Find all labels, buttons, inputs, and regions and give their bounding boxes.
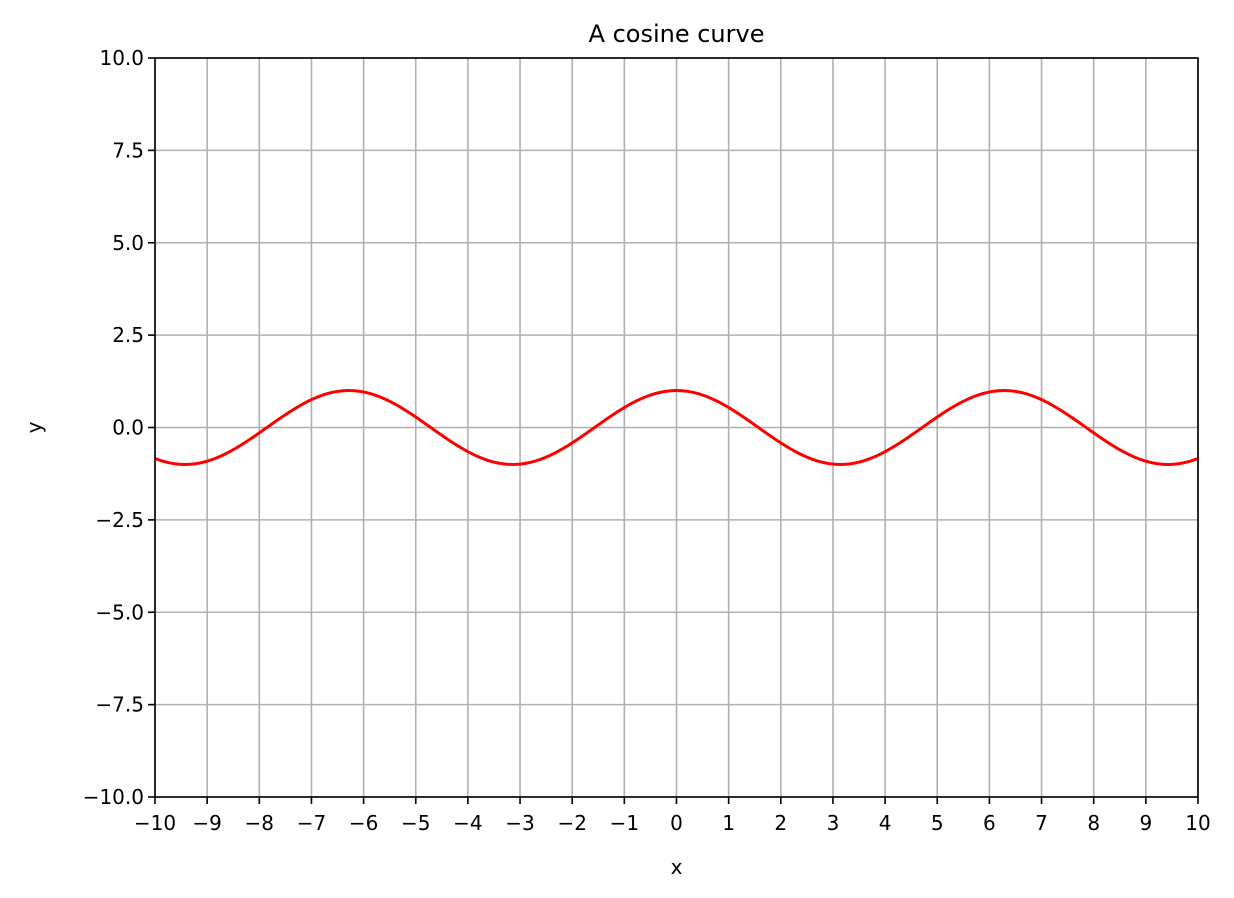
x-tick-label: 5: [931, 811, 944, 835]
x-tick-label: −7: [297, 811, 326, 835]
x-tick-label: 7: [1035, 811, 1048, 835]
x-tick-label: 10: [1185, 811, 1210, 835]
curve-layer: [154, 389, 1199, 466]
x-tick-label: −9: [192, 811, 221, 835]
y-tick-label: −5.0: [95, 600, 144, 624]
y-axis-label: y: [22, 421, 46, 433]
y-tick-label: −2.5: [95, 508, 144, 532]
y-tick-label: 2.5: [112, 323, 144, 347]
ticks: −10 −9 −8 −7 −6 −5 −4 −3 −2 −1 0 1 2 3 4 5 6 7 8 9 10−10.0−7…: [83, 46, 1211, 835]
x-tick-label: 6: [983, 811, 996, 835]
y-tick-label: 10.0: [99, 46, 144, 70]
x-tick-label: −10: [134, 811, 176, 835]
x-tick-label: 4: [879, 811, 892, 835]
y-tick-label: 5.0: [112, 231, 144, 255]
y-tick-label: −10.0: [83, 785, 144, 809]
y-tick-label: 0.0: [112, 416, 144, 440]
x-tick-label: −2: [557, 811, 586, 835]
x-tick-label: 0: [670, 811, 683, 835]
cosine-series-line: [154, 389, 1199, 466]
x-tick-label: −1: [610, 811, 639, 835]
x-tick-label: 9: [1139, 811, 1152, 835]
x-tick-label: −6: [349, 811, 378, 835]
x-axis-label: x: [671, 855, 683, 879]
chart-title: A cosine curve: [589, 20, 765, 48]
x-tick-label: −3: [505, 811, 534, 835]
x-tick-label: −8: [245, 811, 274, 835]
x-tick-label: 8: [1087, 811, 1100, 835]
y-tick-label: −7.5: [95, 693, 144, 717]
x-tick-label: 2: [774, 811, 787, 835]
y-tick-label: 7.5: [112, 138, 144, 162]
grid: [154, 57, 1199, 798]
x-tick-label: −5: [401, 811, 430, 835]
x-tick-label: 3: [827, 811, 840, 835]
x-tick-label: −4: [453, 811, 482, 835]
x-tick-label: 1: [722, 811, 735, 835]
